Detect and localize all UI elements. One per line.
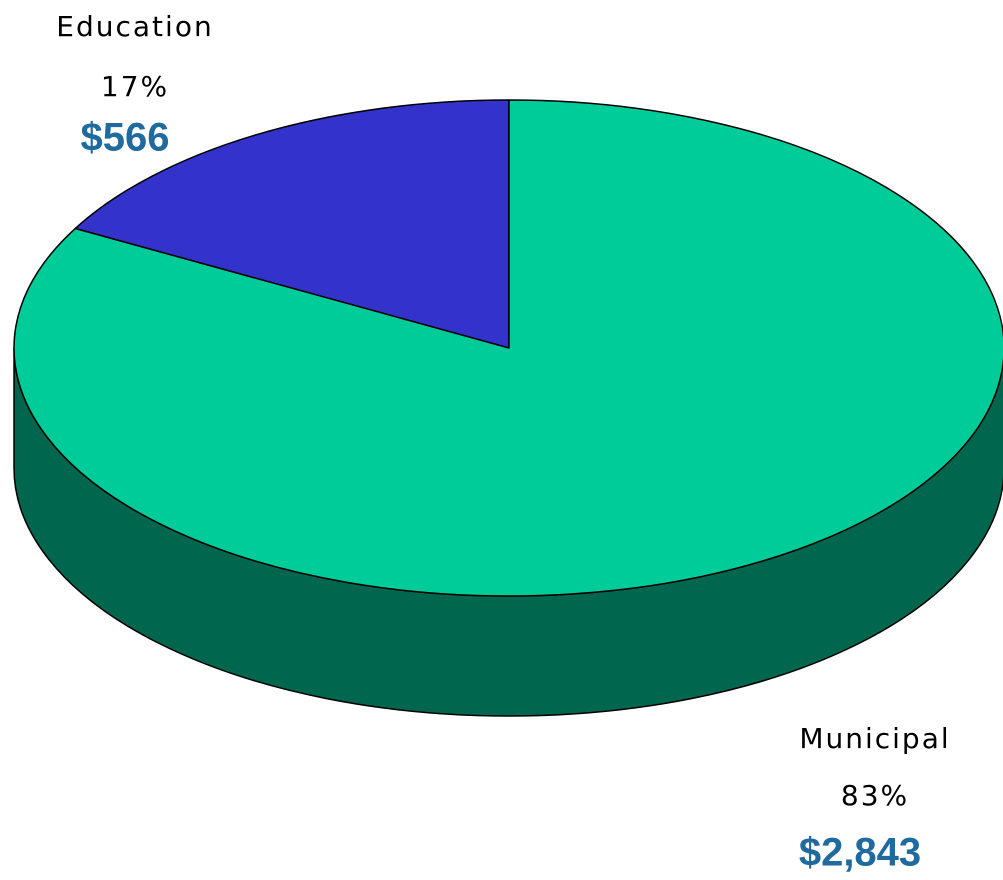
slice bbox=[13, 99, 1003, 597]
percent-label: 17% bbox=[101, 70, 169, 103]
amount-label: $566 bbox=[81, 116, 170, 160]
category-label: Education bbox=[56, 10, 213, 43]
pie bbox=[13, 99, 1003, 717]
percent-label: 83% bbox=[841, 779, 909, 812]
slice bbox=[74, 99, 510, 349]
category-label: Municipal bbox=[799, 722, 950, 755]
amount-label: $2,843 bbox=[799, 831, 921, 875]
